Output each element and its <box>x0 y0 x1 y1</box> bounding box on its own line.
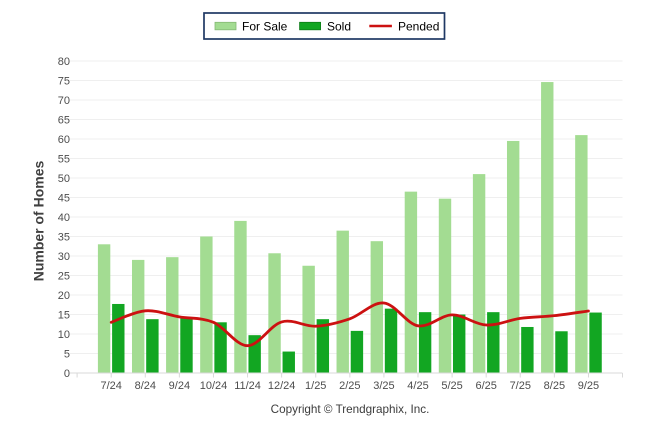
svg-text:5/25: 5/25 <box>441 380 462 392</box>
svg-text:25: 25 <box>58 270 70 282</box>
svg-text:8/24: 8/24 <box>135 380 156 392</box>
svg-text:7/25: 7/25 <box>510 380 531 392</box>
svg-text:40: 40 <box>58 212 70 224</box>
svg-text:8/25: 8/25 <box>544 380 565 392</box>
svg-text:75: 75 <box>58 75 70 87</box>
svg-text:35: 35 <box>58 231 70 243</box>
svg-text:6/25: 6/25 <box>475 380 496 392</box>
svg-text:45: 45 <box>58 192 70 204</box>
svg-text:80: 80 <box>58 56 70 68</box>
svg-text:11/24: 11/24 <box>234 380 261 392</box>
svg-text:60: 60 <box>58 134 70 146</box>
svg-text:10: 10 <box>58 329 70 341</box>
svg-text:2/25: 2/25 <box>339 380 360 392</box>
svg-text:Sold: Sold <box>327 20 351 34</box>
svg-text:10/24: 10/24 <box>200 380 228 392</box>
svg-text:Number of Homes: Number of Homes <box>31 161 47 282</box>
svg-text:Pended: Pended <box>398 20 439 34</box>
svg-text:5: 5 <box>64 348 70 360</box>
svg-text:12/24: 12/24 <box>268 380 296 392</box>
svg-text:15: 15 <box>58 309 70 321</box>
svg-text:55: 55 <box>58 153 70 165</box>
svg-text:70: 70 <box>58 95 70 107</box>
svg-text:For Sale: For Sale <box>242 20 288 34</box>
svg-text:7/24: 7/24 <box>100 380 121 392</box>
svg-text:1/25: 1/25 <box>305 380 326 392</box>
svg-text:0: 0 <box>64 368 70 380</box>
svg-text:50: 50 <box>58 173 70 185</box>
svg-text:65: 65 <box>58 114 70 126</box>
svg-text:20: 20 <box>58 290 70 302</box>
svg-text:Copyright © Trendgraphix, Inc.: Copyright © Trendgraphix, Inc. <box>271 403 430 416</box>
svg-text:4/25: 4/25 <box>407 380 428 392</box>
svg-text:9/25: 9/25 <box>578 380 599 392</box>
svg-text:9/24: 9/24 <box>169 380 190 392</box>
svg-text:3/25: 3/25 <box>373 380 394 392</box>
svg-text:30: 30 <box>58 251 70 263</box>
